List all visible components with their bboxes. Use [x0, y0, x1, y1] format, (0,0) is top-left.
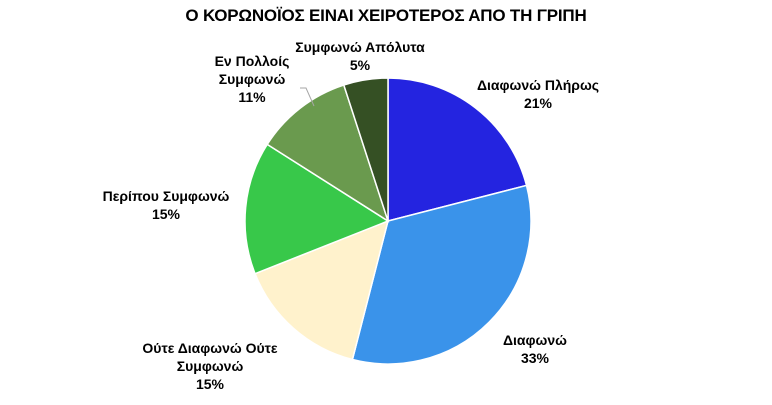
slice-label: Ούτε Διαφωνώ Ούτε Συμφωνώ 15%: [142, 340, 277, 392]
slice-label: Διαφωνώ 33%: [503, 332, 567, 366]
slice-category-label: Περίπου Συμφωνώ: [103, 188, 230, 204]
pie-slice: [342, 77, 389, 222]
pie-slice: [244, 143, 390, 275]
slice-value-label: 15%: [196, 376, 225, 392]
leader-line: [300, 87, 315, 107]
slice-value-label: 11%: [238, 89, 266, 105]
pie-slice: [254, 219, 390, 361]
slice-label: Συμφωνώ Απόλυτα 5%: [295, 39, 425, 73]
pie-slice: [266, 84, 390, 223]
slice-value-label: 5%: [350, 57, 371, 73]
slice-label: Περίπου Συμφωνώ 15%: [103, 188, 230, 222]
slice-category-label: Εν Πολλοίς: [215, 53, 290, 69]
pie-slice: [387, 77, 528, 222]
slice-category-label: Συμφωνώ: [177, 358, 244, 374]
slice-category-label: Διαφωνώ Πλήρως: [477, 77, 599, 93]
slice-label: Εν Πολλοίς Συμφωνώ 11%: [215, 53, 290, 105]
slice-category-label: Συμφωνώ Απόλυτα: [295, 39, 425, 55]
slice-value-label: 21%: [524, 95, 553, 111]
chart-title: Ο ΚΟΡΩΝΟΪΟΣ ΕΙΝΑΙ ΧΕΙΡΟΤΕΡΟΣ ΑΠΟ ΤΗ ΓΡΙΠ…: [185, 6, 587, 25]
slice-label: Διαφωνώ Πλήρως 21%: [477, 77, 599, 111]
slice-category-label: Συμφωνώ: [219, 71, 286, 87]
slice-category-label: Ούτε Διαφωνώ Ούτε: [142, 340, 277, 356]
slice-category-label: Διαφωνώ: [503, 332, 567, 348]
slice-value-label: 15%: [152, 206, 181, 222]
pie-slice: [351, 184, 532, 365]
slice-value-label: 33%: [521, 350, 550, 366]
